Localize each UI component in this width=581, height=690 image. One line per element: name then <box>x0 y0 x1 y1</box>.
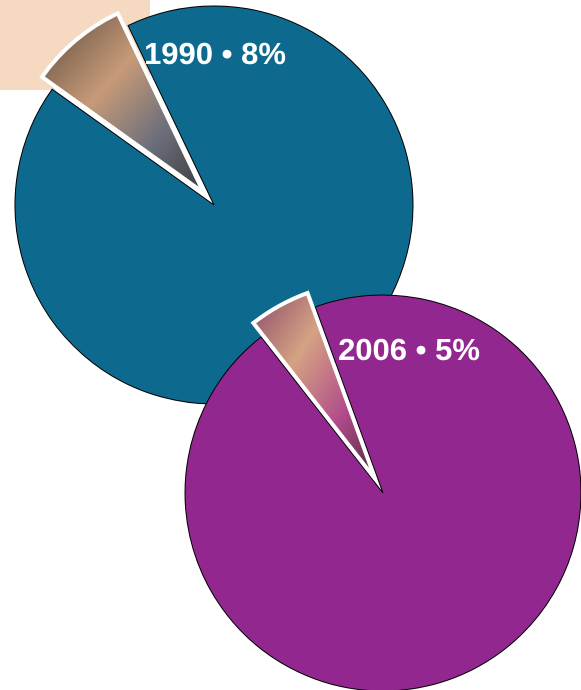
pie-slice <box>184 294 581 690</box>
slice-label: 1990 • 8% <box>144 36 286 71</box>
exploded-slice <box>250 290 378 481</box>
exploded-slice <box>39 10 206 195</box>
slice-label: 2006 • 5% <box>338 332 480 367</box>
